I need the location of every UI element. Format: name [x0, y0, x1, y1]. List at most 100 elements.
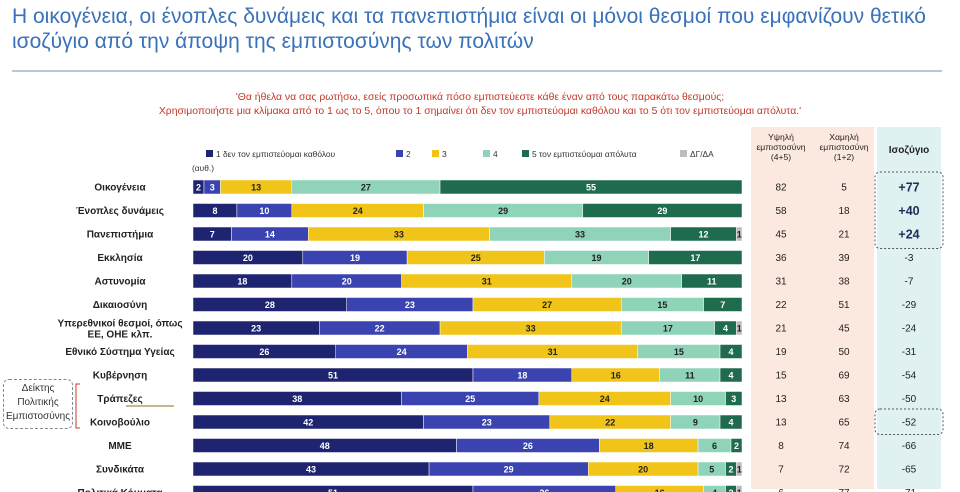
bar-data-label: 29 [657, 206, 667, 216]
trust-index-annotation: Δείκτης Πολιτικής Εμπιστοσύνης [3, 379, 73, 429]
table-low-value: 39 [838, 253, 850, 264]
bar-data-label: 10 [259, 206, 269, 216]
table-balance-value: +40 [898, 204, 919, 218]
bar-segment [615, 485, 704, 492]
legend-swatch-5 [680, 150, 687, 157]
table-high-value: 15 [775, 371, 787, 382]
bar-data-label: 2 [729, 488, 734, 492]
table-high-value: 13 [775, 418, 787, 429]
bar-data-label: 24 [397, 347, 407, 357]
table-balance-value: -24 [902, 324, 917, 335]
bar-data-label: 1 [737, 488, 742, 492]
bar-segment [703, 485, 726, 492]
bar-data-label: 23 [251, 323, 261, 333]
category-label: Κυβέρνηση [93, 371, 147, 382]
table-low-value: 21 [838, 230, 850, 241]
bar-data-label: 22 [605, 417, 615, 427]
bar-data-label: 15 [674, 347, 684, 357]
table-header-2: Ισοζύγιο [889, 145, 930, 156]
bar-data-label: 1 [737, 464, 742, 474]
table-header-1: Χαμηλή εμπιστοσύνη (1+2) [819, 132, 868, 162]
bar-data-label: 20 [243, 253, 253, 263]
page-title: Η οικογένεια, οι ένοπλες δυνάμεις και τα… [12, 5, 926, 53]
table-high-value: 13 [775, 394, 787, 405]
legend-label-0: 1 δεν τον εμπιστεύομαι καθόλου [216, 149, 336, 159]
bar-data-label: 33 [394, 229, 404, 239]
table-low-value: 69 [838, 371, 850, 382]
legend-swatch-4 [522, 150, 529, 157]
bar-data-label: 7 [720, 300, 725, 310]
category-label: Πανεπιστήμια [87, 230, 154, 241]
table-low-value: 51 [838, 300, 850, 311]
legend-swatch-1 [396, 150, 403, 157]
table-low-value: 50 [838, 347, 850, 358]
bar-data-label: 8 [212, 206, 217, 216]
table-bg-trust [751, 127, 874, 489]
bar-data-label: 25 [471, 253, 481, 263]
bar-data-label: 38 [292, 394, 302, 404]
bar-data-label: 23 [482, 417, 492, 427]
legend-swatch-0 [206, 150, 213, 157]
table-balance-value: -7 [905, 277, 914, 288]
bar-data-label: 25 [465, 394, 475, 404]
table-balance-value: -71 [902, 488, 917, 492]
bar-data-label: 7 [210, 229, 215, 239]
bar-data-label: 48 [320, 441, 330, 451]
bar-data-label: 26 [259, 347, 269, 357]
table-balance-value: -31 [902, 347, 917, 358]
bar-segment [736, 461, 743, 477]
bar-segment [719, 367, 743, 383]
category-label: Δικαιοσύνη [93, 300, 148, 311]
table-high-value: 45 [775, 230, 787, 241]
legend-label-1: 2 [406, 149, 411, 159]
legend-swatch-2 [432, 150, 439, 157]
table-high-value: 6 [778, 488, 784, 492]
bar-data-label: 23 [405, 300, 415, 310]
table-balance-value: -54 [902, 371, 917, 382]
bar-segment [736, 320, 743, 336]
survey-question: 'Θα ήθελα να σας ρωτήσω, εσείς προσωπικά… [0, 91, 960, 119]
bar-data-label: 2 [196, 182, 201, 192]
bar-data-label: 3 [210, 182, 215, 192]
legend-swatch-3 [483, 150, 490, 157]
bar-data-label: 26 [523, 441, 533, 451]
bar-data-label: 15 [657, 300, 667, 310]
table-low-value: 5 [841, 183, 847, 194]
table-high-value: 21 [775, 324, 787, 335]
bar-segment [719, 344, 743, 359]
bar-data-label: 43 [306, 464, 316, 474]
bar-data-label: 5 [709, 464, 714, 474]
table-balance-value: -66 [902, 441, 917, 452]
bar-data-label: 33 [526, 323, 536, 333]
bar-segment [703, 297, 743, 312]
table-low-value: 38 [838, 277, 850, 288]
bar-segment [648, 250, 743, 265]
bar-data-label: 20 [342, 276, 352, 286]
bar-data-label: 14 [265, 229, 275, 239]
bar-data-label: 4 [723, 323, 728, 333]
bar-data-label: 55 [586, 182, 596, 192]
table-high-value: 7 [778, 465, 784, 476]
legend-label-5: ΔΓ/ΔΑ [690, 149, 714, 159]
table-low-value: 63 [838, 394, 850, 405]
bar-data-label: 19 [592, 253, 602, 263]
category-label: Συνδικάτα [96, 465, 145, 476]
bar-data-label: 4 [729, 347, 734, 357]
bar-segment [439, 179, 743, 195]
bar-data-label: 51 [328, 370, 338, 380]
bar-data-label: 3 [731, 394, 736, 404]
bar-segment [725, 391, 743, 406]
bar-data-label: 4 [729, 417, 734, 427]
category-label: Οικογένεια [94, 183, 146, 194]
bar-data-label: 22 [375, 323, 385, 333]
table-high-value: 36 [775, 253, 787, 264]
balance-highlight-positive [874, 171, 944, 249]
bar-data-label: 11 [707, 276, 717, 286]
legend-label-3: 4 [493, 149, 498, 159]
category-label: Κοινοβούλιο [90, 418, 150, 429]
bar-data-label: 10 [693, 394, 703, 404]
table-high-value: 82 [775, 183, 787, 194]
table-low-value: 45 [838, 324, 850, 335]
table-balance-value: -65 [902, 465, 917, 476]
balance-highlight-parliament [874, 408, 944, 435]
